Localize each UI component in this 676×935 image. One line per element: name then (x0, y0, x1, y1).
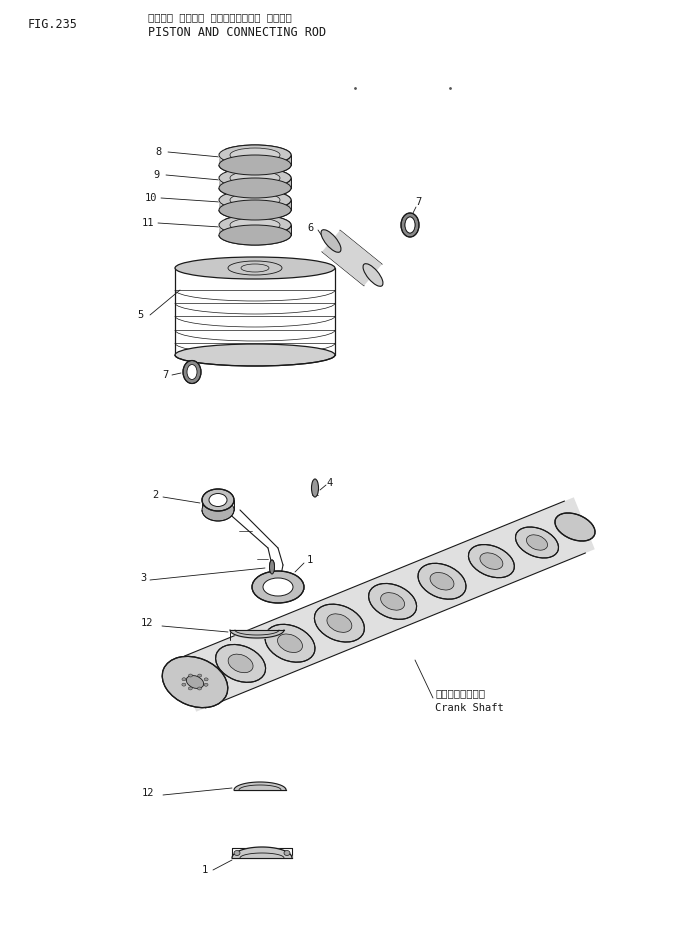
Ellipse shape (284, 851, 290, 856)
Ellipse shape (202, 499, 234, 521)
Ellipse shape (327, 614, 352, 632)
Ellipse shape (555, 513, 595, 541)
Ellipse shape (230, 218, 280, 232)
Ellipse shape (230, 181, 280, 195)
Ellipse shape (197, 674, 201, 677)
Ellipse shape (405, 217, 415, 233)
Ellipse shape (527, 535, 548, 550)
Ellipse shape (162, 656, 228, 708)
Ellipse shape (219, 178, 291, 198)
Ellipse shape (234, 851, 240, 856)
Ellipse shape (219, 168, 291, 188)
Ellipse shape (468, 544, 514, 578)
Text: 12: 12 (141, 618, 153, 628)
Ellipse shape (187, 675, 203, 688)
Ellipse shape (219, 145, 291, 165)
Polygon shape (175, 497, 595, 712)
Ellipse shape (187, 365, 197, 380)
Ellipse shape (363, 264, 383, 286)
Ellipse shape (401, 213, 419, 237)
Text: 8: 8 (155, 147, 161, 157)
Ellipse shape (204, 683, 208, 686)
Ellipse shape (189, 687, 192, 690)
Text: PISTON AND CONNECTING ROD: PISTON AND CONNECTING ROD (148, 25, 326, 38)
Ellipse shape (312, 479, 318, 497)
Ellipse shape (230, 158, 280, 172)
Ellipse shape (216, 644, 266, 683)
Polygon shape (322, 230, 382, 286)
Ellipse shape (480, 553, 503, 569)
Ellipse shape (189, 674, 193, 677)
Ellipse shape (182, 678, 186, 681)
Polygon shape (219, 178, 291, 188)
Ellipse shape (252, 571, 304, 603)
Ellipse shape (516, 527, 558, 558)
Ellipse shape (175, 257, 335, 279)
Ellipse shape (182, 683, 186, 686)
Ellipse shape (228, 654, 253, 672)
Polygon shape (219, 200, 291, 210)
Text: 7: 7 (415, 197, 421, 207)
Ellipse shape (430, 572, 454, 590)
Ellipse shape (418, 563, 466, 599)
Ellipse shape (175, 344, 335, 366)
Ellipse shape (183, 361, 201, 383)
Text: 12: 12 (142, 788, 154, 798)
Text: 1: 1 (202, 865, 208, 875)
Ellipse shape (230, 228, 280, 242)
Text: 7: 7 (162, 370, 168, 380)
Ellipse shape (209, 494, 227, 507)
Ellipse shape (270, 560, 274, 574)
Ellipse shape (263, 578, 293, 596)
Ellipse shape (202, 489, 234, 511)
Text: 11: 11 (142, 218, 154, 228)
Text: 1: 1 (307, 555, 313, 565)
Text: 2: 2 (152, 490, 158, 500)
Ellipse shape (381, 593, 404, 611)
Ellipse shape (230, 148, 280, 162)
Text: Crank Shaft: Crank Shaft (435, 703, 504, 713)
Text: 5: 5 (137, 310, 143, 320)
Text: 10: 10 (145, 193, 158, 203)
Ellipse shape (321, 230, 341, 252)
Ellipse shape (230, 193, 280, 207)
Ellipse shape (219, 225, 291, 245)
Polygon shape (219, 225, 291, 235)
Ellipse shape (219, 215, 291, 235)
Ellipse shape (230, 203, 280, 217)
Text: 3: 3 (140, 573, 146, 583)
Polygon shape (219, 155, 291, 165)
Text: 6: 6 (307, 223, 313, 233)
Ellipse shape (219, 155, 291, 175)
Ellipse shape (230, 171, 280, 185)
Ellipse shape (204, 678, 208, 681)
Ellipse shape (219, 190, 291, 210)
Text: 4: 4 (327, 478, 333, 488)
Text: クランクシャフト: クランクシャフト (435, 688, 485, 698)
Ellipse shape (314, 604, 364, 642)
Text: 9: 9 (153, 170, 159, 180)
Ellipse shape (265, 625, 315, 662)
Ellipse shape (368, 583, 416, 619)
Ellipse shape (278, 634, 302, 653)
Text: ピストン オヨビー コネクティング・ ロット・: ピストン オヨビー コネクティング・ ロット・ (148, 12, 292, 22)
Ellipse shape (219, 200, 291, 220)
Text: FIG.235: FIG.235 (28, 19, 78, 32)
Ellipse shape (197, 687, 201, 690)
